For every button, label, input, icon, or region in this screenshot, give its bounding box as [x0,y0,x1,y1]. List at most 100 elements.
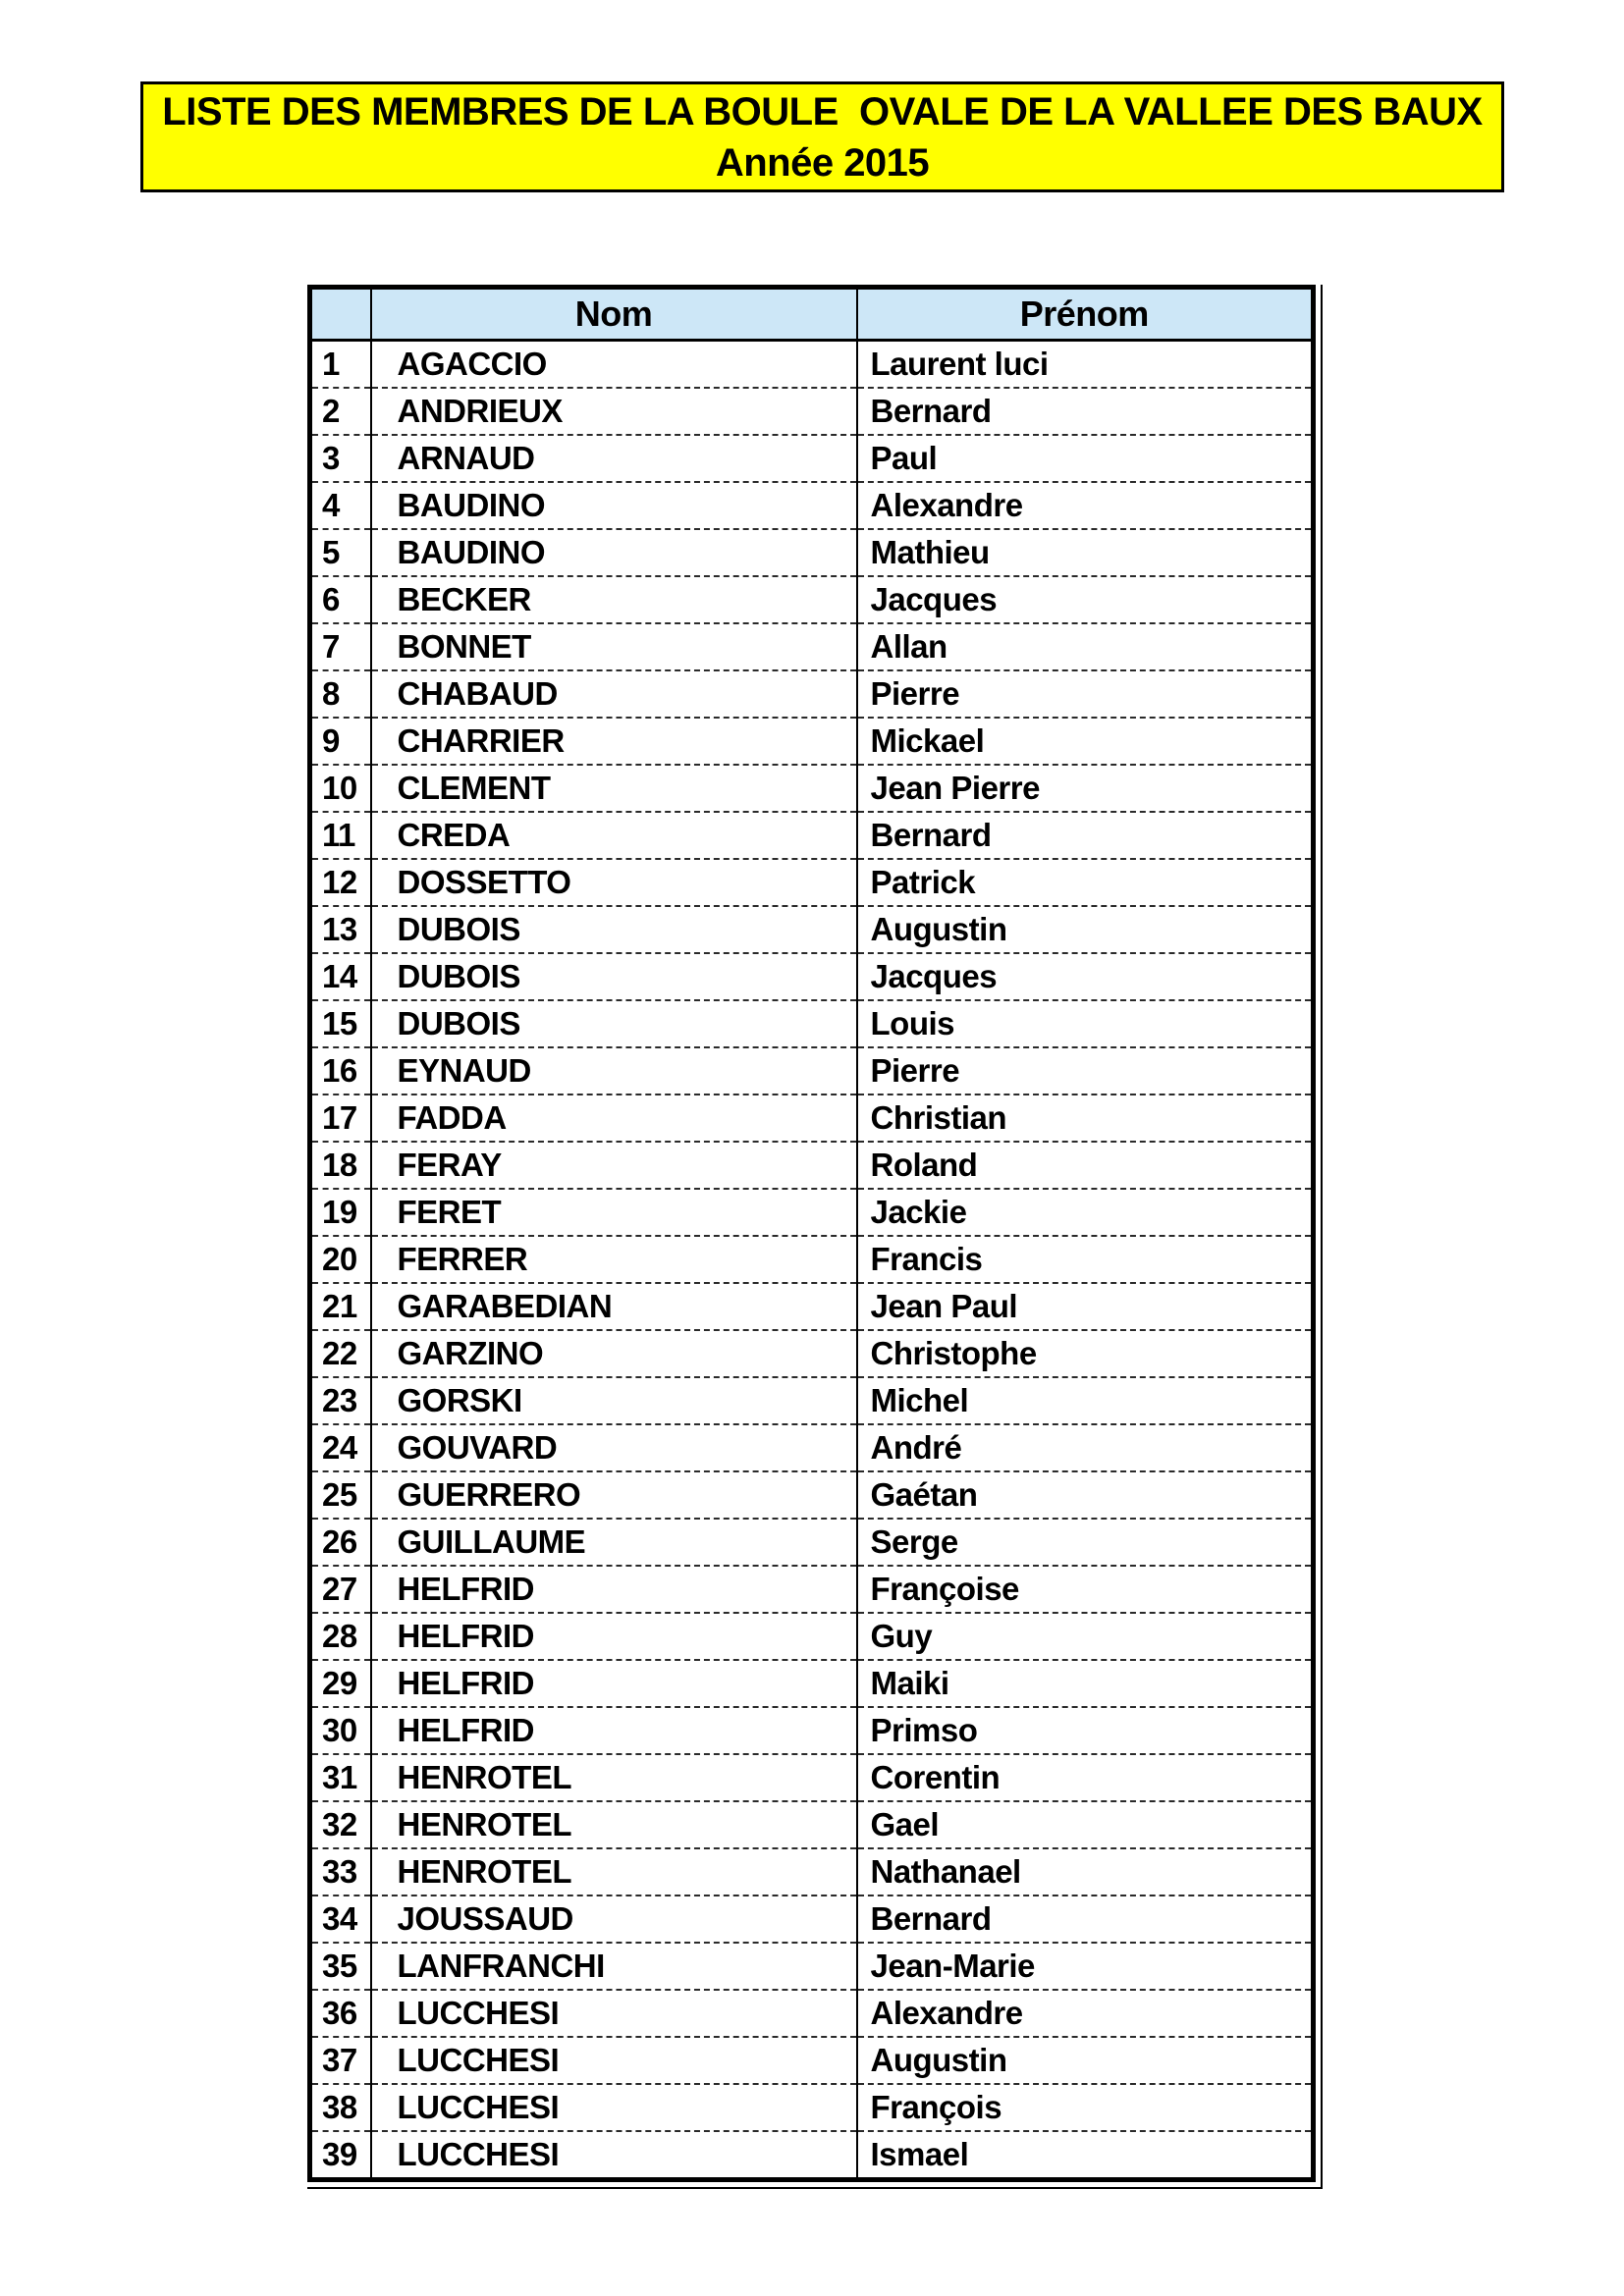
table-row: 5 BAUDINO Mathieu [309,528,1314,576]
header-row: Nom Prénom [309,287,1314,342]
member-nom: HENROTEL [369,1847,857,1896]
member-prenom: Francis [855,1235,1314,1283]
member-prenom: Augustin [855,2036,1314,2084]
member-prenom: Primso [855,1706,1314,1754]
member-prenom: Jackie [855,1188,1314,1236]
table-row: 20 FERRER Francis [309,1235,1314,1283]
member-nom: FERET [369,1188,857,1236]
table-row: 26 GUILLAUME Serge [309,1518,1314,1566]
member-nom: DUBOIS [369,952,857,1000]
member-prenom: Louis [855,999,1314,1047]
table-row: 14 DUBOIS Jacques [309,952,1314,1000]
member-prenom: Jean-Marie [855,1942,1314,1990]
member-nom: DOSSETTO [369,858,857,906]
member-number: 10 [309,764,371,812]
member-prenom: Nathanael [855,1847,1314,1896]
member-prenom: Jacques [855,575,1314,623]
column-header-prenom: Prénom [855,287,1314,342]
table-row: 37 LUCCHESI Augustin [309,2036,1314,2084]
member-number: 13 [309,905,371,953]
table-row: 27 HELFRID Françoise [309,1565,1314,1613]
table-row: 25 GUERRERO Gaétan [309,1470,1314,1519]
column-header-number [309,287,371,342]
member-number: 26 [309,1518,371,1566]
member-nom: LANFRANCHI [369,1942,857,1990]
member-number: 25 [309,1470,371,1519]
member-number: 37 [309,2036,371,2084]
member-number: 23 [309,1376,371,1424]
member-prenom: Jean Pierre [855,764,1314,812]
member-number: 5 [309,528,371,576]
member-nom: HELFRID [369,1706,857,1754]
member-number: 39 [309,2130,371,2180]
member-prenom: Paul [855,434,1314,482]
members-table-body: 1 AGACCIO Laurent luci 2 ANDRIEUX Bernard 3 ARN… [309,340,1314,2180]
table-row: 38 LUCCHESI François [309,2083,1314,2131]
member-nom: HENROTEL [369,1800,857,1848]
member-prenom: Ismael [855,2130,1314,2180]
member-number: 36 [309,1989,371,2037]
member-number: 7 [309,622,371,670]
member-nom: HELFRID [369,1612,857,1660]
table-row: 13 DUBOIS Augustin [309,905,1314,953]
member-number: 30 [309,1706,371,1754]
table-row: 31 HENROTEL Corentin [309,1753,1314,1801]
member-number: 11 [309,811,371,859]
member-nom: BONNET [369,622,857,670]
table-row: 36 LUCCHESI Alexandre [309,1989,1314,2037]
member-number: 9 [309,717,371,765]
member-nom: BAUDINO [369,481,857,529]
member-prenom: Corentin [855,1753,1314,1801]
member-nom: DUBOIS [369,905,857,953]
member-nom: GUILLAUME [369,1518,857,1566]
members-table-wrapper: Nom Prénom 1 AGACCIO Laurent luci 2 ANDRIEUX… [307,285,1323,2189]
member-prenom: Pierre [855,669,1314,718]
table-row: 1 AGACCIO Laurent luci [310,340,1314,388]
member-nom: GARABEDIAN [369,1282,857,1330]
member-nom: FERAY [369,1141,857,1189]
member-prenom: Jacques [855,952,1314,1000]
table-row: 17 FADDA Christian [309,1094,1314,1142]
member-number: 15 [309,999,371,1047]
member-prenom: Patrick [855,858,1314,906]
member-nom: GARZINO [369,1329,857,1377]
table-row: 8 CHABAUD Pierre [309,669,1314,718]
member-prenom: Bernard [855,387,1314,435]
table-row: 39 LUCCHESI Ismael [309,2130,1314,2180]
page-title: LISTE DES MEMBRES DE LA BOULE OVALE DE L… [162,89,1483,133]
members-table: Nom Prénom 1 AGACCIO Laurent luci 2 ANDRIEUX… [307,285,1316,2182]
member-nom: LUCCHESI [369,2083,857,2131]
table-row: 19 FERET Jackie [309,1188,1314,1236]
member-number: 24 [309,1423,371,1471]
member-prenom: Roland [855,1141,1314,1189]
table-row: 12 DOSSETTO Patrick [309,858,1314,906]
table-row: 6 BECKER Jacques [309,575,1314,623]
member-number: 32 [309,1800,371,1848]
member-number: 8 [309,669,371,718]
table-row: 4 BAUDINO Alexandre [309,481,1314,529]
member-nom: CLEMENT [369,764,857,812]
table-row: 16 EYNAUD Pierre [309,1046,1314,1095]
member-number: 34 [309,1895,371,1943]
member-nom: HELFRID [369,1659,857,1707]
member-number: 1 [322,346,340,382]
member-prenom: Mathieu [855,528,1314,576]
member-prenom: Bernard [855,1895,1314,1943]
table-row: 7 BONNET Allan [309,622,1314,670]
table-row: 29 HELFRID Maiki [309,1659,1314,1707]
member-nom: DUBOIS [369,999,857,1047]
member-number: 3 [309,434,371,482]
member-nom: ANDRIEUX [369,387,857,435]
table-row: 10 CLEMENT Jean Pierre [309,764,1314,812]
member-number: 27 [309,1565,371,1613]
member-number: 35 [309,1942,371,1990]
table-row: 18 FERAY Roland [309,1141,1314,1189]
member-number: 29 [309,1659,371,1707]
table-row: 22 GARZINO Christophe [309,1329,1314,1377]
member-number: 2 [309,387,371,435]
member-nom: BECKER [369,575,857,623]
member-prenom: Alexandre [855,1989,1314,2037]
member-prenom: Maiki [855,1659,1314,1707]
member-prenom: Gael [855,1800,1314,1848]
